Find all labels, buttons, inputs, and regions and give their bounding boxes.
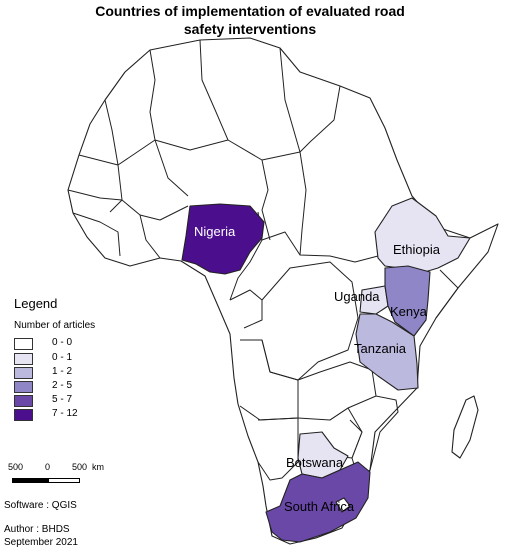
label-south-africa: South Africa [284,499,355,514]
map-title: Countries of implementation of evaluated… [60,2,440,38]
country-uganda [359,285,389,315]
label-nigeria: Nigeria [194,224,236,239]
border-west-3 [139,214,161,259]
scale-segment-white [48,478,80,483]
border-west-1 [67,189,189,221]
author-credit: Author : BHDS [4,524,70,535]
label-ethiopia: Ethiopia [393,242,441,257]
legend-swatch [14,395,33,407]
border-north-4 [299,85,341,153]
border-sahel-2 [104,99,123,213]
border-north-3 [261,47,301,161]
date-credit: September 2021 [4,537,78,548]
legend-label: 5 - 7 [52,394,73,405]
label-tanzania: Tanzania [354,341,407,356]
border-north-2 [199,39,263,161]
africa-continent [67,37,499,545]
border-north-1 [149,49,156,141]
scale-unit: km [92,462,104,472]
scale-tick-left: 500 [8,462,24,472]
lesotho [335,497,351,513]
country-kenya [384,265,431,337]
legend-label: 0 - 1 [52,352,73,363]
legend-label: 0 - 0 [52,337,73,348]
legend-swatch [14,367,33,379]
border-car [261,231,301,256]
border-sahel-3 [154,139,189,197]
madagascar [451,395,479,459]
legend-label: 2 - 5 [52,380,73,391]
legend-label: 1 - 2 [52,366,73,377]
scale-segment-black [12,478,48,483]
border-chad [261,159,271,241]
country-tanzania [355,313,419,391]
border-namibia [257,417,299,481]
legend-swatch [14,338,33,350]
legend-title: Legend [14,296,58,311]
label-kenya: Kenya [390,304,428,319]
legend-label: 7 - 12 [52,408,78,419]
border-somalia [435,269,459,319]
scale-tick-right: 500 [72,462,88,472]
map-title-line-1: Countries of implementation of evaluated… [95,3,405,19]
country-nigeria [181,203,265,275]
country-south-africa [265,461,371,543]
software-credit: Software : QGIS [4,500,77,511]
legend-swatch [14,353,33,365]
legend-swatch [14,381,33,393]
label-uganda: Uganda [334,289,380,304]
scale-bar: 500 0 500 km [8,462,118,492]
legend-swatch [14,409,33,421]
label-botswana: Botswana [286,455,344,470]
scale-tick-mid: 0 [45,462,51,472]
border-west-2 [72,212,121,257]
legend-subtitle: Number of articles [14,320,96,331]
map-title-line-2: safety interventions [183,21,317,37]
